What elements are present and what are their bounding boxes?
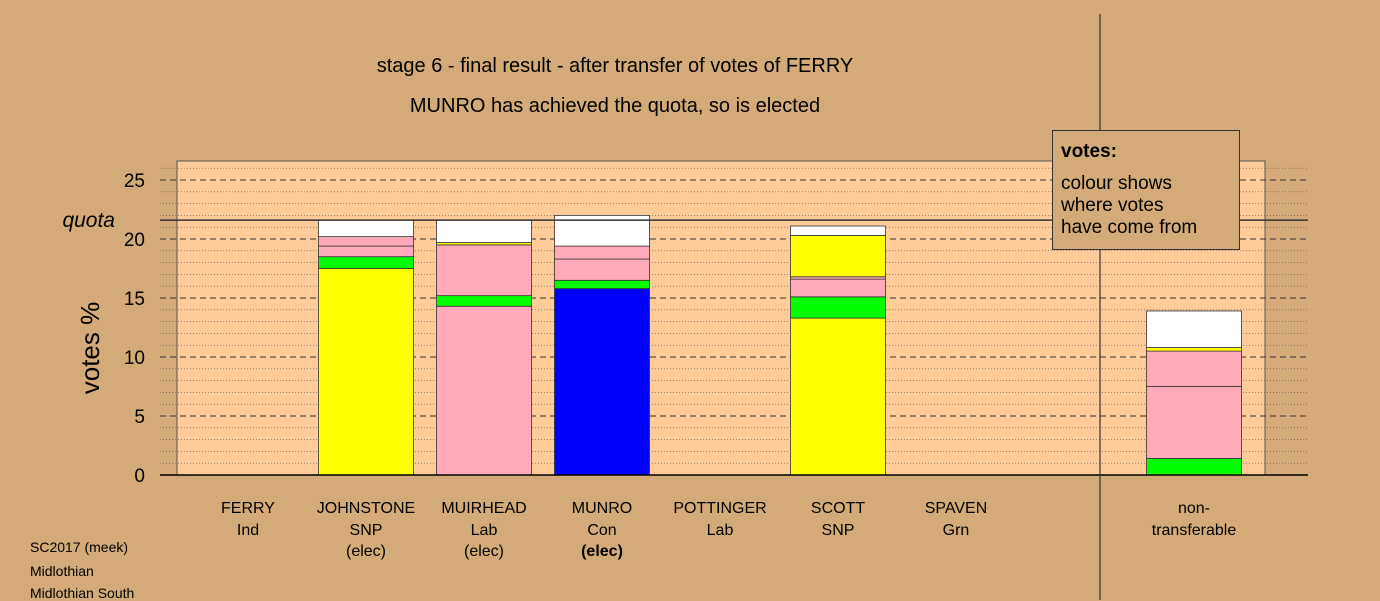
- bar-segment-3-2: [554, 258, 650, 281]
- candidate-status: (elec): [464, 543, 504, 560]
- bar-segment-1-4: [318, 219, 414, 238]
- candidate-name: MUNRO: [572, 500, 632, 517]
- footer-line-1: SC2017 (meek): [30, 539, 129, 555]
- bar-segment-1-0: [318, 268, 414, 476]
- candidate-party: SNP: [350, 522, 383, 539]
- candidate-name: POTTINGER: [673, 500, 766, 517]
- y-tick-label: 5: [134, 407, 145, 428]
- quota-label: quota: [62, 209, 115, 232]
- bar-segment-7-4: [1146, 310, 1242, 348]
- candidate-name: non-: [1178, 500, 1210, 517]
- legend-text: colour shows where votes have come from: [1061, 173, 1198, 238]
- bar-segment-5-2: [790, 278, 886, 298]
- bar-segment-1-3: [318, 236, 414, 247]
- y-tick-label: 20: [124, 230, 145, 251]
- chart-title: stage 6 - final result - after transfer …: [376, 55, 854, 77]
- bar-segment-7-0: [1146, 458, 1242, 476]
- y-tick-label: 0: [134, 466, 145, 487]
- bar-segment-2-4: [436, 219, 532, 243]
- candidate-party: SNP: [822, 522, 855, 539]
- bar-segment-5-4: [790, 235, 886, 278]
- bar-segment-5-1: [790, 296, 886, 319]
- bar-segment-7-3: [1146, 347, 1242, 352]
- candidate-party: Grn: [943, 522, 970, 539]
- candidate-party: Lab: [471, 522, 498, 539]
- y-tick-label: 15: [124, 289, 145, 310]
- candidate-party: Lab: [707, 522, 734, 539]
- legend: votes: colour shows where votes have com…: [1052, 130, 1240, 250]
- candidate-name: JOHNSTONE: [317, 500, 415, 517]
- candidate-name: SPAVEN: [925, 500, 988, 517]
- bar-segment-3-1: [554, 279, 650, 289]
- bar-segment-2-0: [436, 305, 532, 476]
- bar-segment-3-3: [554, 245, 650, 260]
- bar-segment-7-2: [1146, 350, 1242, 387]
- footer-line-3: Midlothian South: [30, 585, 135, 601]
- candidate-status: (elec): [346, 543, 386, 560]
- candidate-party: transferable: [1152, 522, 1237, 539]
- bar-segment-5-0: [790, 317, 886, 476]
- bar-segment-7-1: [1146, 386, 1242, 459]
- candidate-party: Con: [587, 522, 616, 539]
- footer-line-2: Midlothian: [30, 563, 94, 579]
- bar-segment-1-1: [318, 256, 414, 269]
- candidate-status: (elec): [581, 543, 623, 560]
- candidate-party: Ind: [237, 522, 259, 539]
- bar-segment-1-2: [318, 245, 414, 258]
- bar-segment-2-1: [436, 295, 532, 307]
- bar-segment-5-5: [790, 225, 886, 236]
- legend-title: votes:: [1061, 141, 1117, 162]
- y-axis-label: votes %: [75, 302, 105, 395]
- y-tick-label: 10: [124, 348, 145, 369]
- chart-subtitle: MUNRO has achieved the quota, so is elec…: [409, 95, 821, 117]
- candidate-name: FERRY: [221, 500, 275, 517]
- y-tick-label: 25: [124, 171, 145, 192]
- candidate-name: SCOTT: [811, 500, 865, 517]
- bar-segment-3-0: [554, 288, 650, 476]
- candidate-name: MUIRHEAD: [441, 500, 526, 517]
- bar-segment-2-2: [436, 244, 532, 297]
